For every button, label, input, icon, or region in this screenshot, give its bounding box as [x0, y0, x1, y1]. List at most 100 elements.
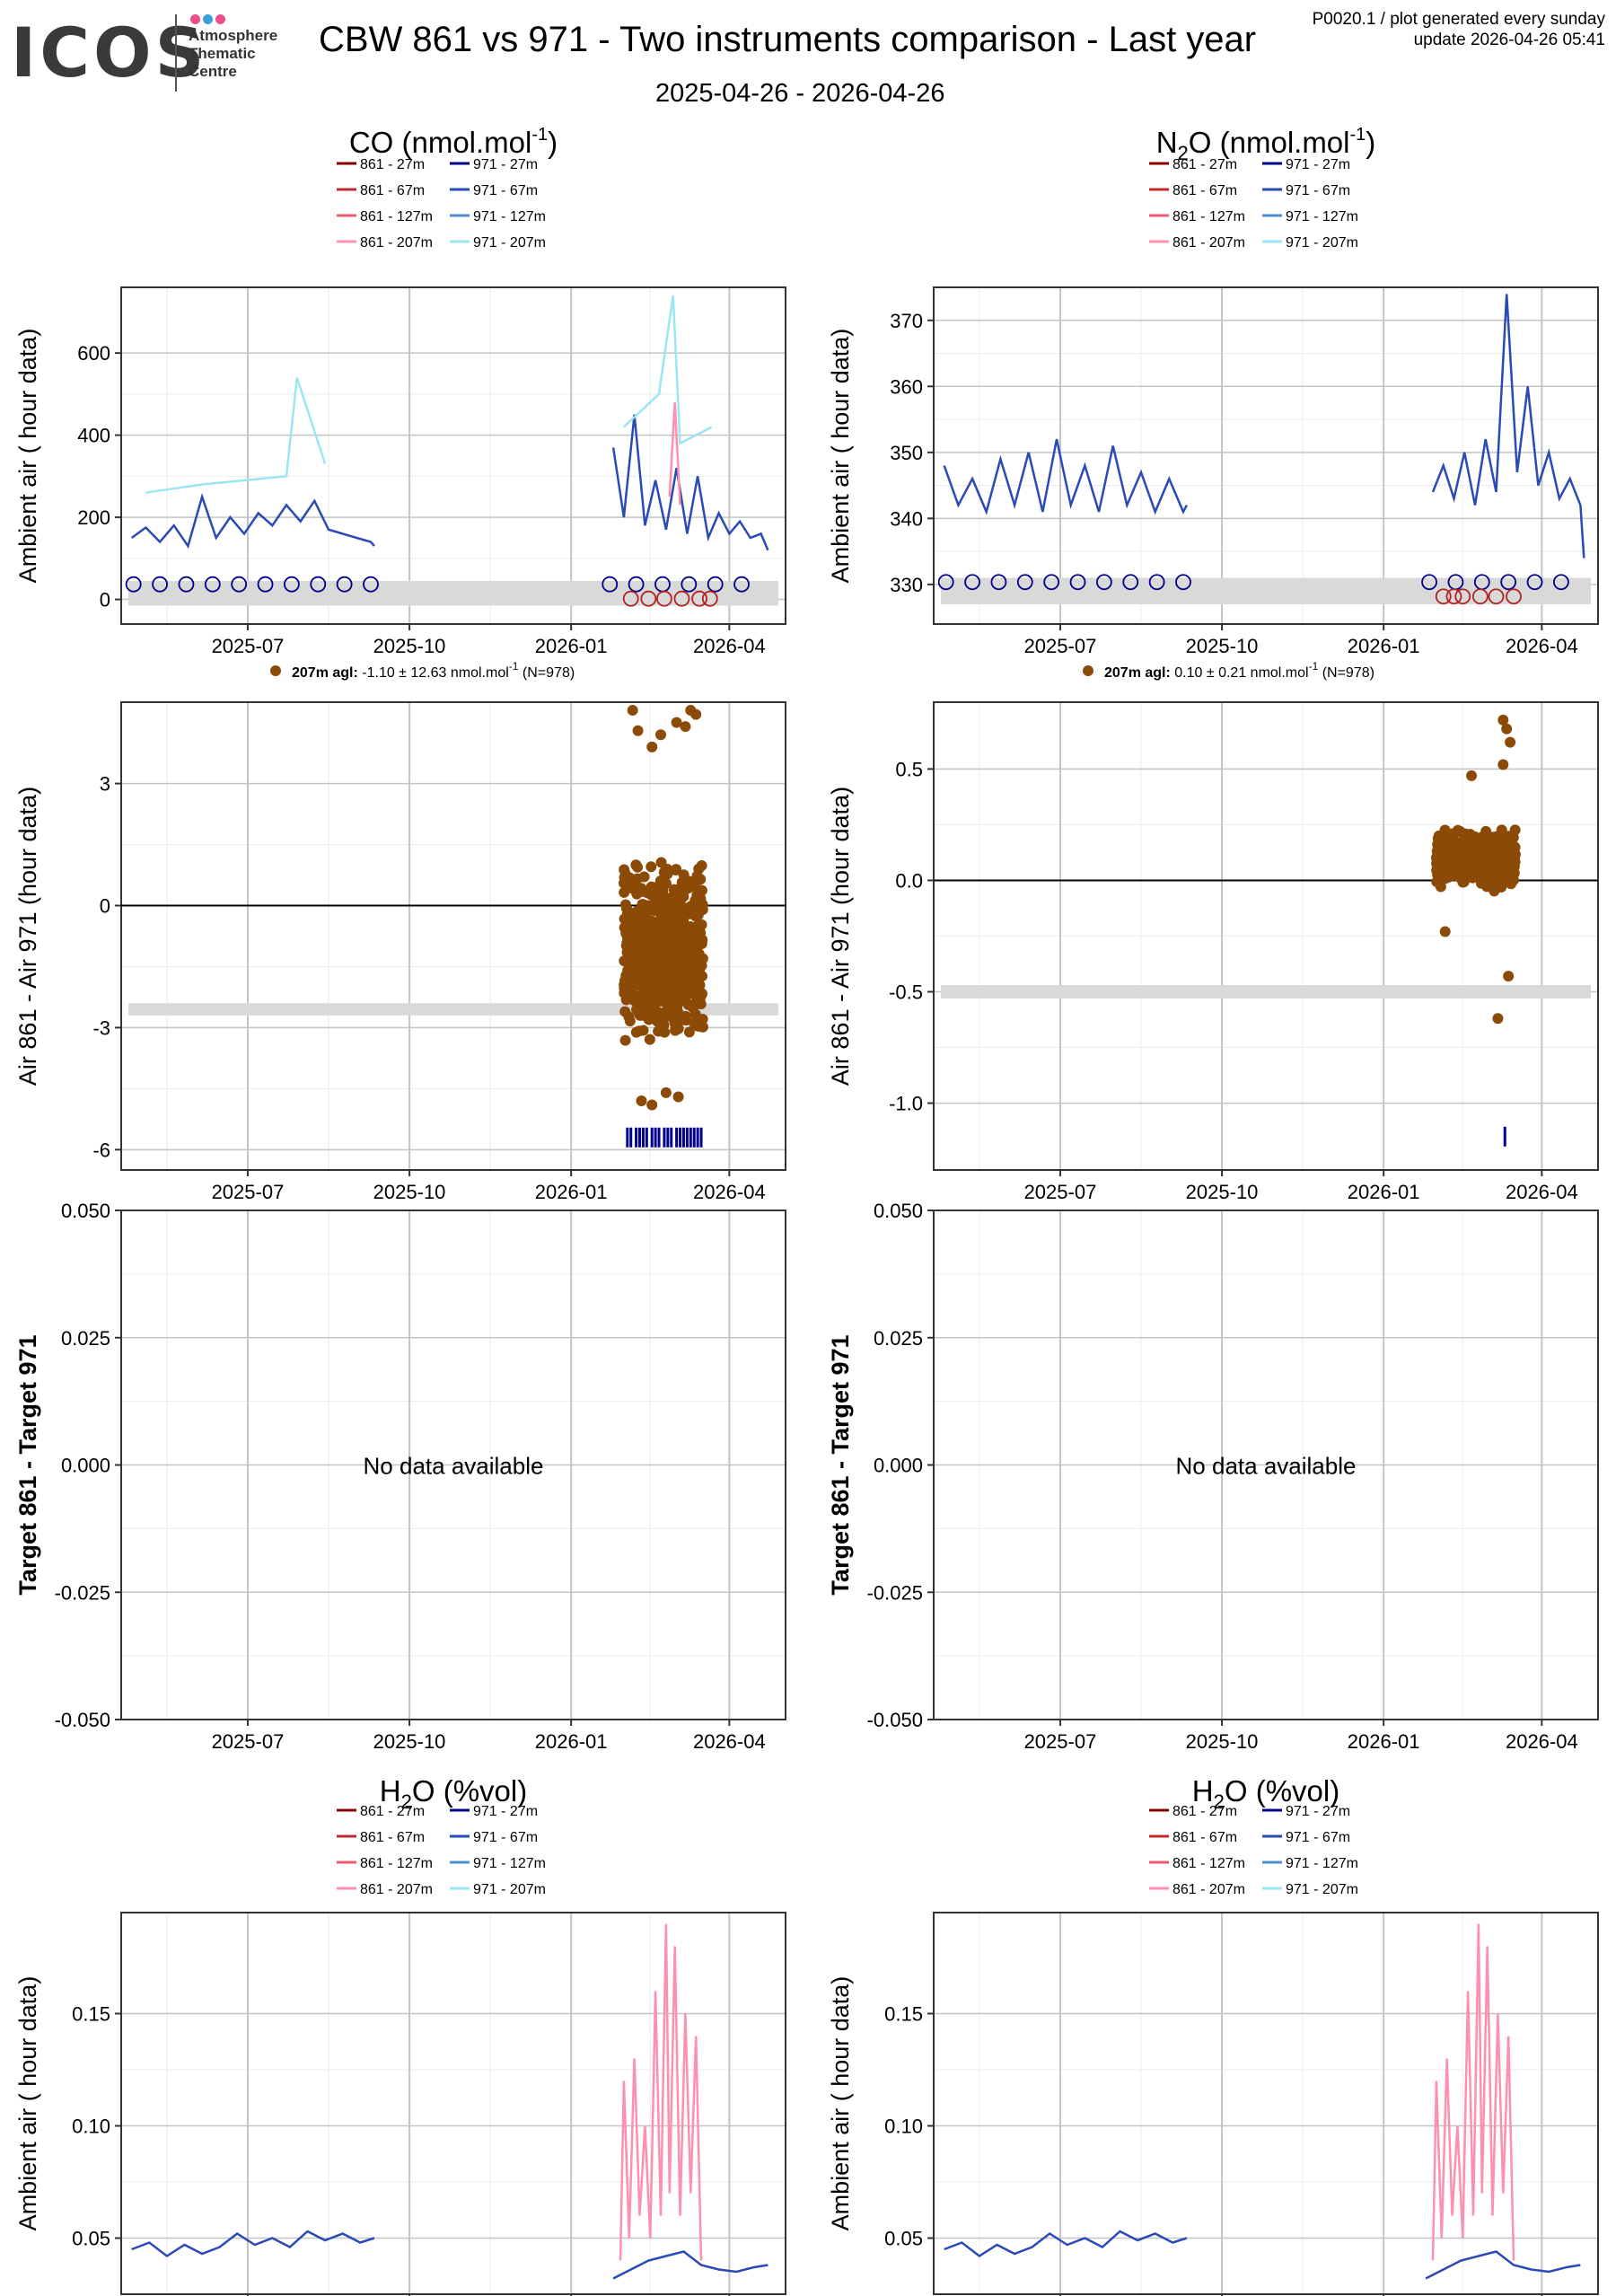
scatter-point	[1505, 866, 1516, 877]
marker-861	[1454, 588, 1471, 605]
scatter-point	[688, 902, 699, 914]
y-tick-label: -3	[92, 1016, 110, 1039]
x-tick-label: 2026-01	[535, 1730, 608, 1753]
marker-971	[310, 576, 327, 593]
scatter-point	[626, 941, 637, 953]
scatter-point	[650, 969, 662, 981]
marker-971	[1069, 574, 1086, 591]
scatter-point	[646, 741, 658, 752]
y-tick-label: 0.050	[61, 1200, 110, 1222]
scatter-point	[695, 937, 707, 949]
y-tick-label: 0.5	[895, 758, 923, 780]
scatter-point	[630, 997, 642, 1008]
scatter-point	[680, 721, 691, 733]
y-tick-label: 0.000	[874, 1455, 923, 1477]
x-tick-label: 2026-01	[535, 635, 608, 657]
scatter-point	[1508, 875, 1520, 886]
scatter-point	[632, 861, 644, 873]
chart-n2o_target: -0.050 -0.025 0.000 0.025 0.050 2025-07 2025-1…	[827, 1200, 1599, 1753]
marker-861	[656, 590, 672, 607]
scatter-point	[633, 913, 645, 925]
scatter-point	[646, 861, 657, 873]
scatter-point	[670, 865, 681, 876]
scatter-point	[660, 1086, 672, 1098]
marker-971	[990, 574, 1007, 591]
y-tick-label: -0.5	[889, 981, 923, 1004]
scatter-point	[1439, 824, 1451, 836]
marker-861	[673, 590, 690, 607]
scatter-point	[634, 970, 646, 981]
series-line	[1431, 1923, 1515, 2261]
marker-971	[1552, 574, 1569, 591]
marker-861	[640, 590, 657, 607]
x-tick-label: 2025-10	[373, 1181, 446, 1203]
plot-info: P0020.1 / plot generated every sunday up…	[1313, 9, 1605, 50]
scatter-point	[1503, 971, 1515, 982]
y-tick-label: 360	[890, 375, 923, 398]
series-line	[623, 295, 713, 445]
panel-title: H2O (%vol)	[1192, 1774, 1339, 1813]
marker-971	[628, 576, 645, 593]
series-line	[619, 1923, 703, 2261]
scatter-point	[692, 891, 704, 902]
scatter-point	[637, 928, 648, 939]
no-data-message: No data available	[364, 1453, 544, 1480]
y-axis-label: Target 861 - Target 971	[827, 1334, 854, 1595]
scatter-point	[672, 1091, 684, 1103]
update-time: update 2026-04-26 05:41	[1413, 31, 1605, 49]
scatter-point	[1492, 1013, 1504, 1025]
marker-861	[1445, 588, 1462, 605]
scatter-point	[664, 955, 676, 967]
series-line	[944, 2230, 1188, 2258]
marker-971	[937, 574, 954, 591]
scatter-point	[1498, 858, 1510, 869]
chart-co_target: -0.050 -0.025 0.000 0.025 0.050 2025-07 2025-1…	[14, 1200, 786, 1753]
marker-971	[125, 576, 142, 593]
plot-border	[933, 286, 1599, 625]
legend-label: 861 - 127m	[1172, 1856, 1245, 1871]
x-tick-label: 2025-07	[212, 1181, 285, 1203]
y-tick-label: 0.15	[884, 2003, 923, 2026]
legend-label: 971 - 127m	[473, 1856, 546, 1871]
y-tick-label: 0.05	[884, 2228, 923, 2250]
series-line	[612, 2250, 768, 2280]
scatter-point	[683, 1026, 695, 1038]
plot-border	[120, 286, 786, 625]
y-tick-label: -0.025	[867, 1581, 923, 1604]
legend-label: 861 - 207m	[1172, 235, 1245, 251]
chart-co_ambient: CO (nmol.mol-1)861 - 27m 861 - 67m 861 - 1…	[14, 125, 786, 657]
scatter-point	[630, 953, 642, 964]
logo-dot-1	[190, 14, 200, 24]
legend-label: 971 - 67m	[473, 1830, 538, 1845]
marker-971	[178, 576, 195, 593]
x-tick-label: 2025-07	[212, 635, 285, 657]
no-data-message: No data available	[1176, 1453, 1357, 1480]
scatter-point	[627, 705, 638, 717]
marker-971	[707, 576, 724, 593]
scatter-point	[1487, 876, 1498, 888]
scatter-point	[672, 902, 684, 913]
y-axis-label: Air 861 - Air 971 (hour data)	[827, 787, 854, 1086]
legend-label: 971 - 67m	[1286, 183, 1350, 198]
scatter-point	[655, 729, 667, 741]
scatter-point	[678, 891, 689, 902]
y-axis-label: Target 861 - Target 971	[14, 1334, 41, 1595]
marker-971	[964, 574, 980, 591]
x-tick-label: 2025-07	[1024, 1730, 1097, 1753]
scatter-point	[671, 935, 682, 946]
marker-971	[1122, 574, 1139, 591]
scatter-point	[1454, 838, 1465, 849]
y-tick-label: 0.025	[61, 1327, 110, 1350]
scatter-point	[655, 904, 667, 916]
scatter-point	[619, 1034, 631, 1046]
y-axis-label: Ambient air ( hour data)	[827, 329, 854, 584]
scatter-point	[1449, 828, 1461, 840]
scatter-point	[696, 1020, 707, 1032]
x-tick-label: 2025-10	[373, 635, 446, 657]
plot-border	[120, 701, 786, 1171]
scatter-point	[631, 888, 643, 900]
scatter-point	[1506, 840, 1517, 851]
x-tick-label: 2026-01	[1348, 635, 1420, 657]
scatter-point	[652, 958, 663, 970]
